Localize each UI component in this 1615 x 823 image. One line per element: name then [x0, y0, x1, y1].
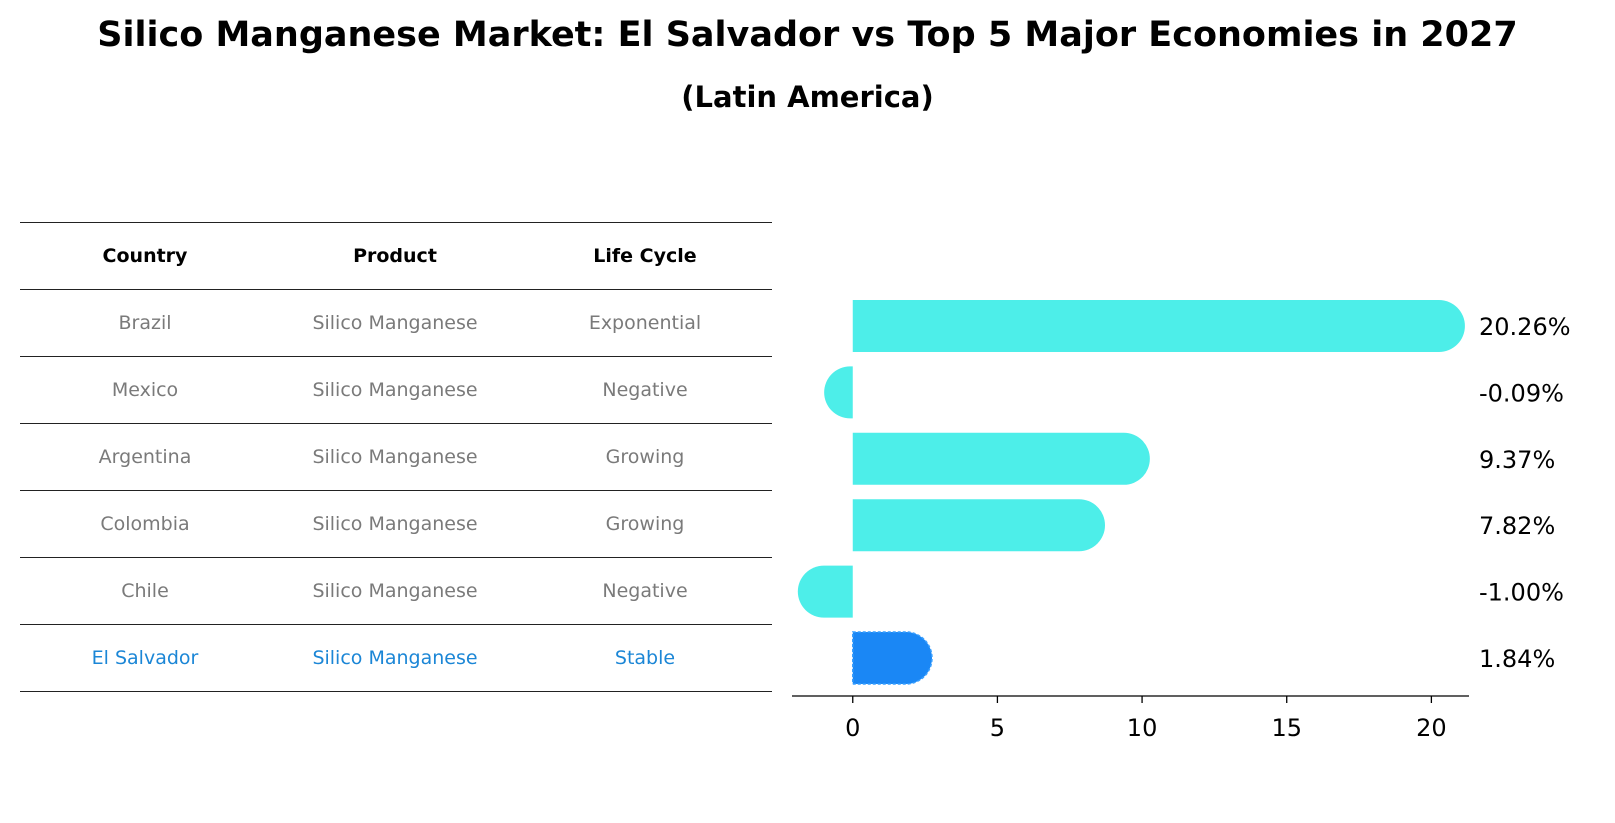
cell-country: Chile — [121, 580, 169, 602]
cell-life-cycle: Negative — [602, 379, 688, 401]
cell-life-cycle: Stable — [614, 647, 676, 669]
x-tick-label: 15 — [1271, 714, 1302, 742]
header-life-cycle: Life Cycle — [593, 245, 697, 267]
data-label: 7.82% — [1479, 512, 1555, 540]
cell-life-cycle: Growing — [605, 446, 685, 468]
cell-country: El Salvador — [91, 647, 199, 669]
bar-el-salvador — [852, 631, 933, 685]
cell-life-cycle: Negative — [602, 580, 688, 602]
cell-product: Silico Manganese — [312, 446, 478, 468]
data-table: Country Product Life Cycle Brazil Silico… — [20, 222, 772, 692]
table-row: Mexico Silico Manganese Negative — [20, 356, 772, 423]
table-row: Colombia Silico Manganese Growing — [20, 490, 772, 557]
x-tick-label: 0 — [845, 714, 860, 742]
bar-colombia — [852, 499, 1106, 552]
cell-life-cycle: Growing — [605, 513, 685, 535]
data-label: 9.37% — [1479, 446, 1555, 474]
data-label: 20.26% — [1479, 313, 1571, 341]
cell-country: Colombia — [100, 513, 190, 535]
header-country: Country — [102, 245, 188, 267]
cell-country: Argentina — [98, 446, 192, 468]
cell-product: Silico Manganese — [312, 379, 478, 401]
table-header-row: Country Product Life Cycle — [20, 222, 772, 289]
table-row: Brazil Silico Manganese Exponential — [20, 289, 772, 356]
cell-product: Silico Manganese — [312, 312, 478, 334]
cell-product: Silico Manganese — [312, 580, 478, 602]
data-label: -1.00% — [1479, 579, 1564, 607]
chart-title: Silico Manganese Market: El Salvador vs … — [97, 15, 1518, 55]
table-row: Argentina Silico Manganese Growing — [20, 423, 772, 490]
cell-product: Silico Manganese — [312, 647, 478, 669]
header-product: Product — [353, 245, 437, 267]
x-tick-label: 20 — [1416, 714, 1447, 742]
x-tick-label: 5 — [990, 714, 1005, 742]
bar-chile — [797, 565, 853, 618]
table-row: Chile Silico Manganese Negative — [20, 557, 772, 624]
bar-mexico — [824, 366, 853, 419]
cell-country: Brazil — [118, 312, 172, 334]
data-label: 1.84% — [1479, 645, 1555, 673]
cell-country: Mexico — [111, 379, 179, 401]
x-tick-label: 10 — [1127, 714, 1158, 742]
bar-brazil — [852, 300, 1465, 352]
cell-product: Silico Manganese — [312, 513, 478, 535]
data-label: -0.09% — [1479, 379, 1564, 407]
bar-argentina — [852, 432, 1150, 485]
cell-life-cycle: Exponential — [588, 312, 702, 334]
chart-subtitle: (Latin America) — [681, 80, 934, 114]
table-row-highlight: El Salvador Silico Manganese Stable — [20, 624, 772, 692]
